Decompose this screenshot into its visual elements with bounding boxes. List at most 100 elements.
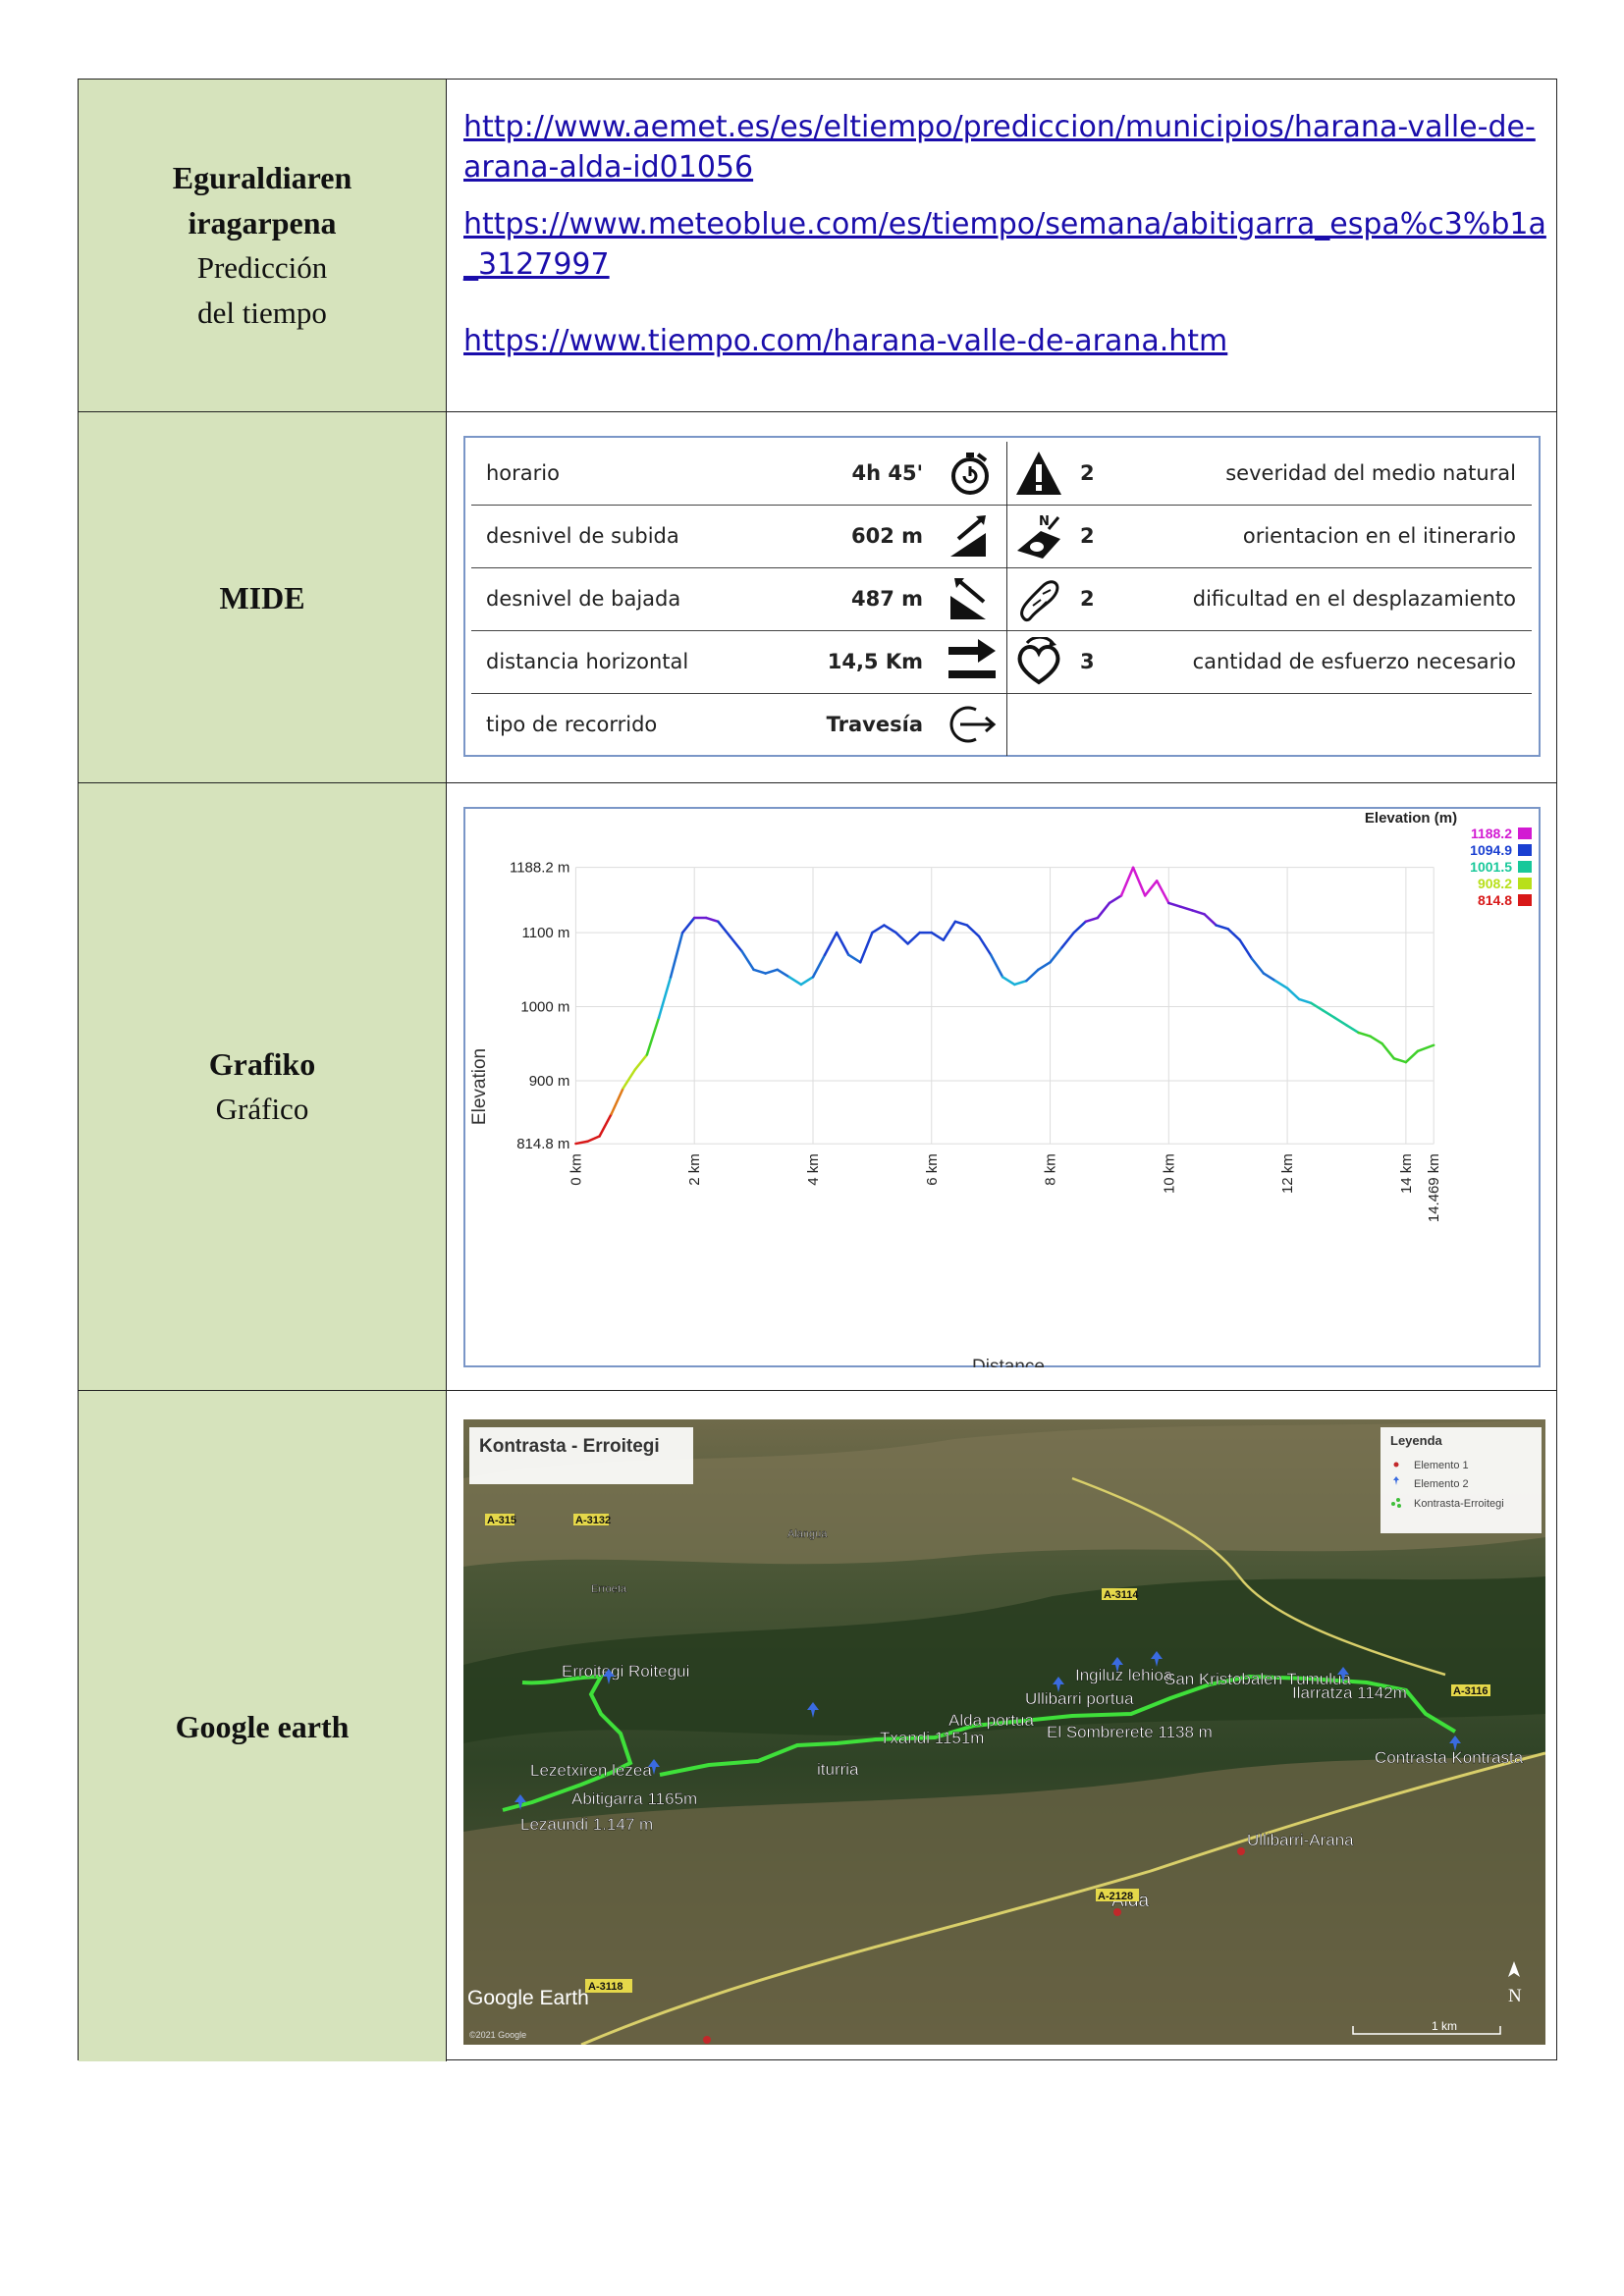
elevation-segment bbox=[977, 934, 993, 956]
distant-fields bbox=[463, 1419, 1545, 1567]
x-tick-label: 14 km bbox=[1398, 1153, 1415, 1194]
elevation-segment bbox=[1179, 905, 1194, 912]
map-content-cell: Erroitegi Roitegui Lezetxiren lezea Abit… bbox=[447, 1391, 1556, 2061]
elevation-segment bbox=[622, 1068, 637, 1090]
graph-label-cell: Grafiko Gráfico bbox=[79, 783, 447, 1390]
elevation-segment bbox=[776, 968, 791, 979]
elevation-segment bbox=[1297, 997, 1313, 1005]
elevation-segment bbox=[1013, 979, 1028, 987]
legend-item: Elemento 1 bbox=[1414, 1460, 1469, 1471]
red-dot-marker bbox=[1237, 1847, 1245, 1855]
elevation-segment bbox=[610, 1087, 624, 1116]
mide-score: 3 bbox=[1080, 650, 1095, 673]
mide-name: distancia horizontal bbox=[486, 650, 689, 673]
elevation-segment bbox=[680, 916, 696, 934]
road-label: A-315 bbox=[487, 1515, 516, 1526]
mide-label: MIDE bbox=[219, 579, 305, 615]
elevation-segment bbox=[1215, 924, 1229, 931]
y-tick-label: 814.8 m bbox=[516, 1136, 569, 1152]
map-title: Kontrasta - Erroitegi bbox=[479, 1436, 660, 1457]
pin-icon bbox=[1449, 1735, 1461, 1751]
mide-description: dificultad en el desplazamiento bbox=[1192, 587, 1516, 611]
elevation-segment bbox=[883, 924, 897, 934]
elevation-segment bbox=[1131, 866, 1147, 897]
red-dot-marker bbox=[703, 2036, 711, 2044]
elevation-segment bbox=[1404, 1049, 1420, 1064]
elevation-segment bbox=[1392, 1057, 1408, 1064]
pin-icon bbox=[514, 1794, 526, 1810]
forecast-label-cell: Eguraldiaren iragarpena Predicción del t… bbox=[79, 80, 447, 411]
y-tick-label: 900 m bbox=[529, 1073, 570, 1090]
mide-row-ascent: desnivel de subida 602 m N 2 orientacion… bbox=[471, 505, 1532, 568]
elevation-segment bbox=[1380, 1041, 1396, 1060]
elevation-segment bbox=[705, 916, 720, 924]
mide-row-time: horario 4h 45' 2 severidad del medio nat… bbox=[471, 442, 1532, 506]
mide-row: MIDE horario 4h 45' 2 severidad del medi… bbox=[79, 412, 1556, 783]
legend-swatch bbox=[1518, 844, 1532, 856]
pin-icon bbox=[1111, 1657, 1123, 1673]
elevation-segment bbox=[1322, 1009, 1336, 1020]
boot-print-icon bbox=[1020, 580, 1059, 622]
place-label: Abitigarra 1165m bbox=[571, 1789, 697, 1808]
place-label: Alangua bbox=[787, 1528, 828, 1540]
road-sign bbox=[485, 1514, 514, 1525]
valley-fields bbox=[463, 1753, 1545, 2045]
red-dot-marker bbox=[1113, 1908, 1121, 1916]
elevation-segment bbox=[1191, 909, 1206, 916]
map-label: Google earth bbox=[175, 1708, 350, 1744]
elevation-segment bbox=[1369, 1035, 1383, 1045]
legend-title: Elevation (m) bbox=[1365, 810, 1457, 827]
legend-pin-icon bbox=[1393, 1476, 1399, 1485]
google-earth-map[interactable]: Erroitegi Roitegui Lezetxiren lezea Abit… bbox=[463, 1419, 1545, 2045]
elevation-chart: 814.8 m 900 m 1000 m 1100 m 1188.2 m 0 km 2 km… bbox=[463, 807, 1541, 1367]
x-tick-label: 4 km bbox=[805, 1153, 822, 1186]
mide-separator bbox=[1006, 630, 1007, 693]
mide-name: desnivel de bajada bbox=[486, 587, 681, 611]
elevation-segment bbox=[764, 968, 779, 975]
mide-score: 2 bbox=[1080, 524, 1095, 548]
place-label: Contrasta Kontrasta bbox=[1375, 1748, 1524, 1767]
road-label: A-3116 bbox=[1453, 1685, 1488, 1697]
place-label: Ilarratza 1142m bbox=[1292, 1683, 1407, 1702]
elevation-segment bbox=[989, 953, 1004, 979]
pin-icon bbox=[1337, 1667, 1349, 1682]
aemet-link[interactable]: http://www.aemet.es/es/eltiempo/predicci… bbox=[463, 110, 1536, 185]
y-tick-label: 1100 m bbox=[522, 925, 570, 941]
elevation-segment bbox=[1096, 901, 1111, 920]
elevation-segment bbox=[906, 931, 921, 945]
mide-value: 14,5 Km bbox=[827, 650, 923, 673]
elevation-segment bbox=[811, 953, 827, 979]
meteoblue-link[interactable]: https://www.meteoblue.com/es/tiempo/sema… bbox=[463, 207, 1546, 282]
mide-separator bbox=[1006, 442, 1007, 505]
road-sign bbox=[1096, 1889, 1139, 1901]
y-tick-label: 1188.2 m bbox=[510, 860, 569, 877]
forecast-links: http://www.aemet.es/es/eltiempo/predicci… bbox=[463, 107, 1553, 361]
legend-label: 1001.5 bbox=[1470, 859, 1512, 875]
elevation-segment bbox=[1060, 931, 1075, 949]
tiempo-link[interactable]: https://www.tiempo.com/harana-valle-de-a… bbox=[463, 324, 1228, 358]
mide-label-cell: MIDE bbox=[79, 412, 447, 782]
forest-ridge bbox=[463, 1576, 1545, 1743]
road-label: A-3118 bbox=[588, 1981, 623, 1993]
svg-text:N: N bbox=[1039, 514, 1050, 529]
mide-value: 4h 45' bbox=[851, 461, 923, 485]
mide-separator bbox=[1006, 505, 1007, 567]
legend-label: 908.2 bbox=[1478, 876, 1512, 891]
place-label: Lezetxiren lezea bbox=[530, 1761, 652, 1780]
descent-icon bbox=[950, 578, 986, 619]
place-label: Lezaundi 1.147 m bbox=[520, 1815, 653, 1834]
x-tick-label: 10 km bbox=[1161, 1153, 1177, 1194]
elevation-segment bbox=[633, 1053, 649, 1071]
elevation-segment bbox=[657, 976, 673, 1020]
place-label: Ullibarri portua bbox=[1025, 1689, 1134, 1708]
road-line bbox=[580, 1751, 1545, 2045]
map-copyright: ©2021 Google bbox=[469, 2030, 526, 2040]
elevation-segment bbox=[1250, 957, 1266, 975]
mide-row-distance: distancia horizontal 14,5 Km 3 cantidad … bbox=[471, 630, 1532, 694]
legend-swatch bbox=[1518, 861, 1532, 873]
elevation-segment bbox=[717, 920, 731, 938]
elevation-segment bbox=[586, 1135, 601, 1144]
legend-swatch bbox=[1518, 828, 1532, 839]
place-label: Txandi 1151m bbox=[880, 1729, 984, 1747]
elevation-segment bbox=[1143, 880, 1159, 897]
